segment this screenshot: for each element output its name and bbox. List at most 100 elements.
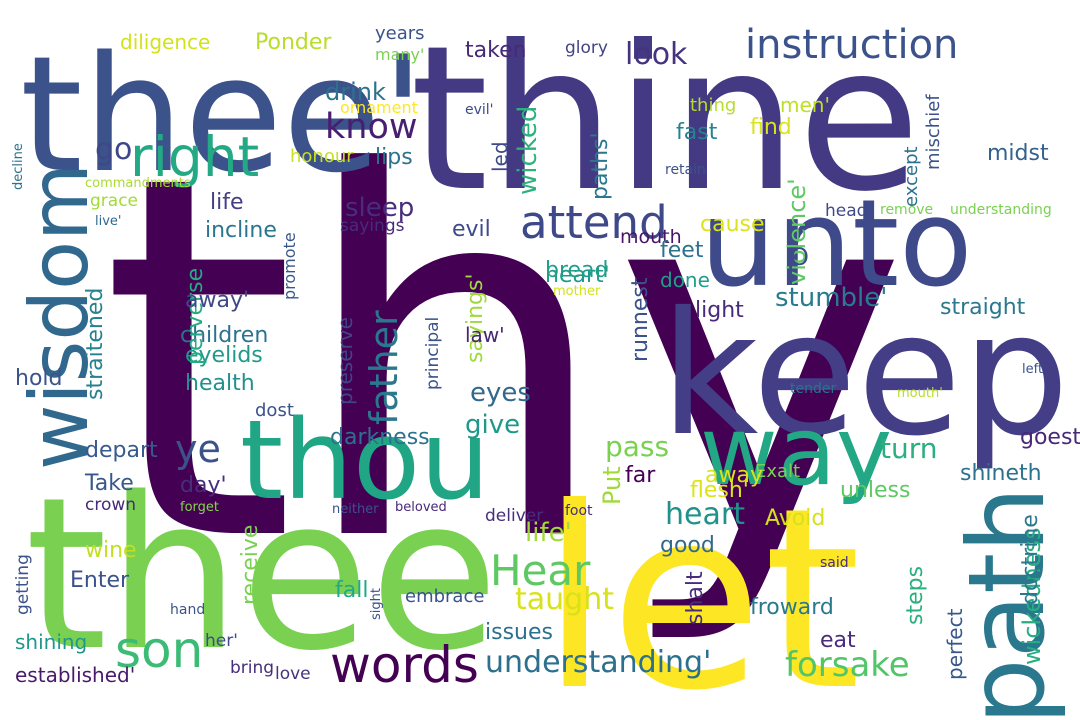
cloud-word: father	[362, 310, 406, 425]
cloud-word: led	[488, 141, 512, 172]
cloud-word: shineth	[960, 461, 1042, 486]
cloud-word: Exalt	[755, 461, 801, 482]
cloud-word: hand	[170, 602, 206, 618]
cloud-word: years	[375, 23, 425, 44]
cloud-word: dost	[255, 400, 294, 421]
cloud-word: wicked	[513, 105, 543, 195]
cloud-word: mouth'	[897, 386, 943, 401]
cloud-word: doctrine	[1018, 514, 1043, 605]
cloud-word: straitened	[83, 287, 108, 400]
cloud-word: sayings'	[463, 273, 488, 364]
cloud-word: eyes	[470, 378, 531, 408]
cloud-word: pass	[605, 430, 670, 463]
cloud-word: neither	[332, 502, 379, 517]
cloud-word: head	[825, 201, 868, 221]
cloud-word: forget	[180, 500, 219, 515]
cloud-word: right	[130, 125, 260, 189]
cloud-word: keep	[660, 276, 1070, 474]
cloud-word: men'	[780, 93, 830, 117]
cloud-word: life'	[525, 518, 572, 548]
cloud-word: children	[180, 323, 269, 348]
cloud-word: evil'	[465, 102, 494, 118]
cloud-word: Hear	[490, 546, 591, 595]
cloud-word: eat	[820, 628, 856, 653]
cloud-word: said	[820, 555, 849, 571]
cloud-word: Avoid	[765, 506, 826, 531]
cloud-word: lips	[375, 145, 413, 170]
cloud-word: froward	[750, 595, 834, 620]
cloud-word: receive	[238, 524, 263, 605]
cloud-word: wine	[85, 538, 137, 563]
cloud-word: instruction	[745, 22, 959, 68]
cloud-word: her'	[205, 631, 238, 651]
cloud-word: cause	[700, 212, 765, 237]
cloud-word: light	[695, 298, 744, 323]
cloud-word: embrace	[405, 586, 485, 607]
cloud-word: foot	[565, 503, 593, 519]
cloud-word: flesh'	[690, 478, 749, 503]
cloud-word: preserve	[333, 317, 357, 405]
cloud-word: getting	[13, 554, 33, 615]
cloud-word: Enter	[70, 568, 130, 593]
cloud-word: thing	[690, 95, 737, 116]
cloud-word: heart'	[545, 263, 610, 288]
cloud-word: hold	[15, 366, 63, 391]
cloud-word: find	[750, 115, 792, 140]
cloud-word: thy	[100, 69, 909, 651]
cloud-word: know	[325, 107, 418, 147]
cloud-word: established'	[15, 663, 136, 687]
cloud-word: mother	[553, 284, 601, 299]
cloud-word: principal	[423, 316, 443, 390]
cloud-word: law'	[465, 323, 505, 347]
cloud-word: issues	[485, 620, 553, 645]
cloud-word: let	[540, 454, 862, 720]
cloud-word: look	[625, 37, 688, 72]
cloud-word: day'	[180, 473, 227, 498]
cloud-word: go	[95, 132, 133, 167]
cloud-word: understanding	[950, 202, 1052, 218]
cloud-word: Put	[598, 466, 626, 505]
cloud-word: son	[115, 621, 204, 679]
cloud-word: perverse	[183, 267, 208, 365]
cloud-word: shalt	[683, 571, 708, 625]
cloud-word: bread	[545, 258, 609, 283]
cloud-word: diligence	[120, 30, 211, 54]
cloud-word: Take	[85, 471, 134, 496]
cloud-word: unto	[700, 175, 973, 314]
cloud-word: health	[185, 371, 255, 396]
cloud-word: words	[330, 636, 479, 694]
cloud-word: straight	[940, 295, 1026, 320]
cloud-word: evil	[452, 217, 491, 242]
cloud-word: Ponder	[255, 30, 332, 55]
cloud-word: understanding'	[485, 645, 712, 680]
cloud-word: done	[660, 268, 710, 292]
cloud-word: thee'	[20, 21, 425, 208]
cloud-word: feet	[660, 238, 704, 263]
cloud-word: away	[705, 463, 763, 488]
cloud-word: love	[275, 664, 311, 684]
cloud-word: left	[1022, 362, 1044, 377]
cloud-word: incline	[205, 218, 277, 243]
cloud-word: bring	[230, 658, 275, 678]
cloud-word: give	[465, 410, 521, 440]
cloud-word: perfect	[943, 608, 967, 680]
cloud-word: deliver	[485, 506, 544, 526]
cloud-word: grace	[90, 191, 139, 211]
cloud-word: retain	[665, 162, 706, 178]
cloud-word: thine	[410, 3, 921, 236]
cloud-word: fast	[676, 120, 718, 145]
cloud-word: midst	[987, 141, 1049, 166]
cloud-word: sayings	[340, 216, 405, 236]
cloud-word: crown	[85, 495, 137, 515]
cloud-word: taken	[465, 38, 527, 63]
cloud-word: many'	[375, 45, 425, 64]
cloud-word: thee	[25, 452, 499, 697]
cloud-word: drink	[325, 78, 386, 106]
cloud-word: away'	[185, 288, 250, 313]
cloud-word: life	[210, 190, 244, 215]
cloud-word: darkness	[330, 425, 430, 450]
cloud-word: decline	[11, 143, 26, 190]
cloud-word: honour	[290, 146, 354, 167]
cloud-word: sleep	[345, 193, 415, 223]
cloud-word: paths'	[588, 132, 613, 200]
